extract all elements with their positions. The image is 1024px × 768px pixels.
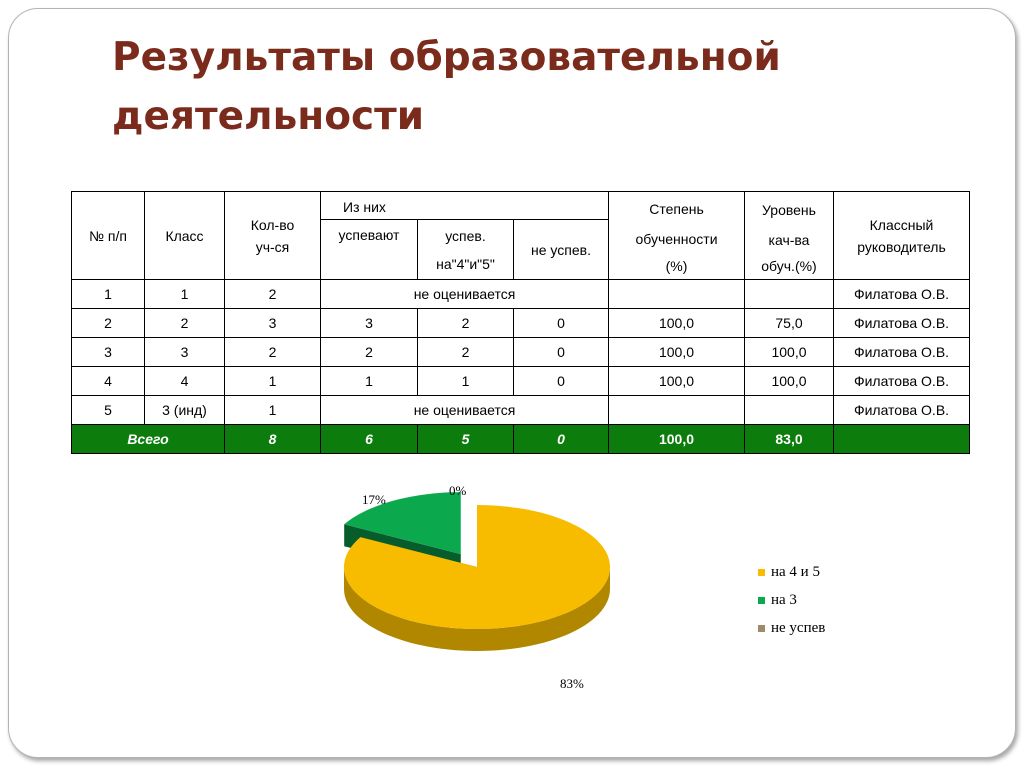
total-row: Всего 8 6 5 0 100,0 83,0 (71, 424, 970, 454)
row-class: 1 (144, 279, 225, 309)
row-quality (744, 279, 834, 309)
table-row: 2 2 3 3 2 0 100,0 75,0 Филатова О.В. (71, 308, 970, 338)
header-teacher-line-1: Классный (869, 216, 934, 233)
legend-label-fail: не успев (771, 619, 826, 636)
row-teacher: Филатова О.В. (833, 308, 970, 338)
row-teacher: Филатова О.В. (833, 279, 970, 309)
pie-chart-svg: 83% 17% 0% (343, 483, 610, 691)
table-row: 5 3 (инд) 1 не оценивается Филатова О.В. (71, 395, 970, 425)
legend-item: на 3 (758, 586, 825, 614)
header-good-line-2: на"4"и"5" (436, 255, 495, 272)
legend-swatch-three (758, 596, 765, 604)
header-of-them: Из них (320, 191, 609, 220)
total-passing: 6 (320, 424, 418, 454)
header-good-line-1: успев. (445, 227, 486, 244)
total-teacher (833, 424, 970, 454)
row-not-graded: не оценивается (320, 395, 609, 425)
pie-slice-side (344, 567, 610, 651)
header-passing: успевают (320, 219, 418, 280)
row-class: 4 (144, 366, 225, 396)
slide-title: Результаты образовательной деятельности (112, 28, 892, 146)
chart-legend: на 4 и 5 на 3 не успев (758, 558, 825, 642)
row-count: 1 (224, 395, 321, 425)
total-label: Всего (71, 424, 225, 454)
header-class: Класс (144, 191, 225, 280)
header-quality-line-1: Уровень (762, 201, 816, 218)
total-degree: 100,0 (608, 424, 745, 454)
row-not-graded: не оценивается (320, 279, 609, 309)
row-passing: 3 (320, 308, 418, 338)
title-line-1: Результаты образовательной (112, 35, 781, 80)
row-teacher: Филатова О.В. (833, 395, 970, 425)
total-count: 8 (224, 424, 321, 454)
table-row: 3 3 2 2 2 0 100,0 100,0 Филатова О.В. (71, 337, 970, 367)
row-good: 1 (417, 366, 514, 396)
legend-item: на 4 и 5 (758, 558, 825, 586)
row-failing: 0 (513, 366, 609, 396)
row-class: 2 (144, 308, 225, 338)
total-failing: 0 (513, 424, 609, 454)
legend-label-good: на 4 и 5 (771, 563, 820, 580)
row-degree: 100,0 (608, 366, 745, 396)
row-count: 2 (224, 337, 321, 367)
header-count-line-2: уч-ся (255, 238, 290, 255)
row-quality: 100,0 (744, 366, 834, 396)
row-good: 2 (417, 337, 514, 367)
legend-item: не успев (758, 614, 825, 642)
pie-label: 0% (449, 483, 467, 498)
row-passing: 2 (320, 337, 418, 367)
row-failing: 0 (513, 308, 609, 338)
header-failing: не успев. (513, 219, 609, 280)
row-degree (608, 395, 745, 425)
row-count: 3 (224, 308, 321, 338)
legend-swatch-good (758, 568, 765, 576)
pie-label: 83% (560, 676, 584, 691)
header-degree: Степень обученности (%) (608, 191, 745, 280)
row-quality (744, 395, 834, 425)
table-row: 4 4 1 1 1 0 100,0 100,0 Филатова О.В. (71, 366, 970, 396)
pie-label: 17% (362, 492, 386, 507)
table-row: 1 1 2 не оценивается Филатова О.В. (71, 279, 970, 309)
total-good: 5 (417, 424, 514, 454)
row-quality: 75,0 (744, 308, 834, 338)
row-num: 2 (71, 308, 145, 338)
row-num: 3 (71, 337, 145, 367)
total-quality: 83,0 (744, 424, 834, 454)
results-table: № п/п Класс Кол-во уч-ся Из них Степень … (71, 191, 970, 454)
header-degree-line-2: обученности (635, 230, 718, 247)
row-count: 2 (224, 279, 321, 309)
pie-slice-1 (344, 492, 461, 555)
header-count-line-1: Кол-во (250, 216, 295, 233)
pie-chart: 83% 17% 0% (330, 470, 650, 700)
legend-swatch-fail (758, 624, 765, 632)
row-degree: 100,0 (608, 308, 745, 338)
row-teacher: Филатова О.В. (833, 366, 970, 396)
header-degree-line-1: Степень (649, 200, 704, 217)
row-degree: 100,0 (608, 337, 745, 367)
row-class: 3 (инд) (144, 395, 225, 425)
legend-label-three: на 3 (771, 591, 797, 608)
header-quality: Уровень кач-ва обуч.(%) (744, 191, 834, 280)
header-degree-line-3: (%) (665, 257, 688, 274)
row-num: 5 (71, 395, 145, 425)
row-passing: 1 (320, 366, 418, 396)
header-teacher-line-2: руководитель (857, 238, 946, 255)
row-class: 3 (144, 337, 225, 367)
header-quality-line-2: кач-ва (768, 231, 810, 248)
header-teacher: Классный руководитель (833, 191, 970, 280)
header-num: № п/п (71, 191, 145, 280)
title-line-2: деятельности (112, 94, 425, 139)
row-quality: 100,0 (744, 337, 834, 367)
header-quality-line-3: обуч.(%) (761, 257, 817, 274)
row-num: 1 (71, 279, 145, 309)
row-count: 1 (224, 366, 321, 396)
pie-slice-0 (343, 505, 610, 629)
row-teacher: Филатова О.В. (833, 337, 970, 367)
row-num: 4 (71, 366, 145, 396)
row-failing: 0 (513, 337, 609, 367)
row-good: 2 (417, 308, 514, 338)
row-degree (608, 279, 745, 309)
header-count: Кол-во уч-ся (224, 191, 321, 280)
header-good: успев. на"4"и"5" (417, 219, 514, 280)
